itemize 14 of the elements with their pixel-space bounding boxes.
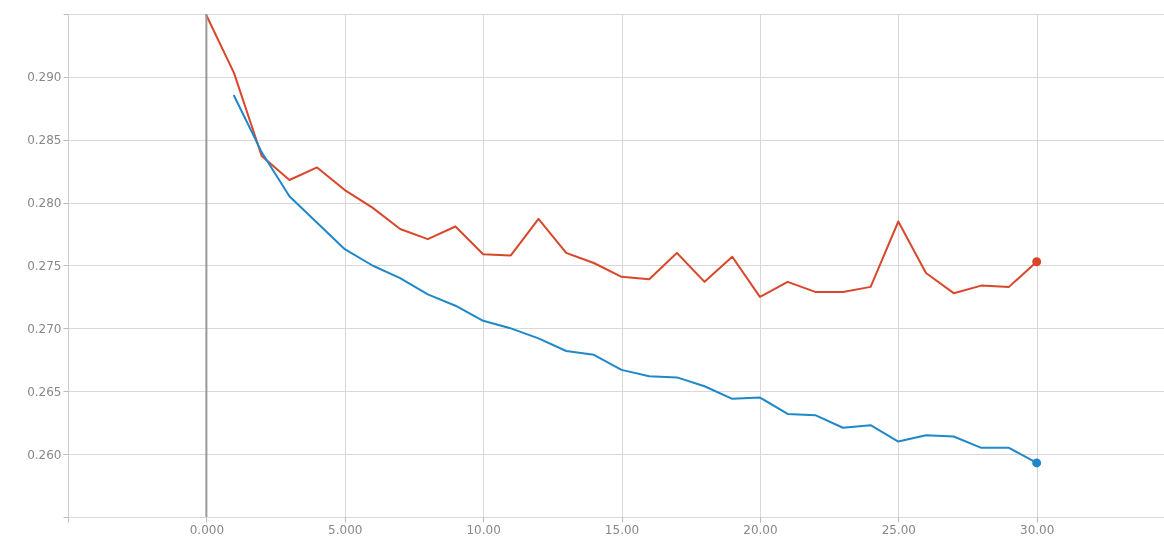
y-tick-label: 0.260 bbox=[27, 447, 62, 462]
x-tick-label: 20.00 bbox=[743, 522, 778, 537]
x-tick-label: 10.00 bbox=[466, 522, 501, 537]
y-tick-label: 0.265 bbox=[27, 384, 62, 399]
x-tick-label: 25.00 bbox=[881, 522, 916, 537]
y-tick-label: 0.290 bbox=[27, 70, 62, 85]
y-tick-label: 0.275 bbox=[27, 259, 62, 273]
x-tick-label: 15.00 bbox=[604, 522, 640, 537]
x-tick-label: 0.000 bbox=[189, 522, 225, 537]
y-tick-label: 0.280 bbox=[27, 196, 62, 211]
y-tick-label: 0.285 bbox=[27, 133, 62, 148]
y-tick-label: 0.270 bbox=[27, 321, 62, 336]
x-tick-label: 30.00 bbox=[1020, 522, 1055, 537]
x-tick-label: 5.000 bbox=[328, 522, 363, 537]
